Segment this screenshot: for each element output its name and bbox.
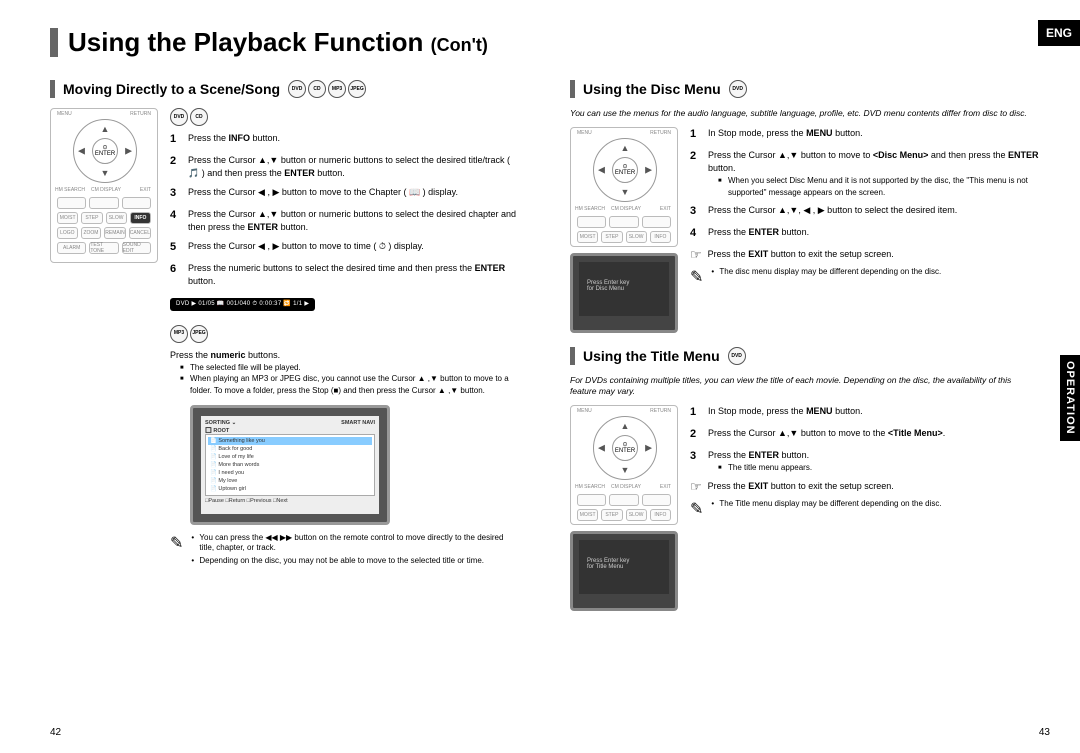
note-item: Depending on the disc, you may not be ab…: [191, 556, 520, 567]
remote-illustration: MENU RETURN ▲ ▼ ◀ ▶ ⊙ENTER HM SEARCH CM …: [570, 405, 678, 525]
step-text: Press the Cursor ▲,▼ button to move to t…: [708, 427, 1040, 443]
smart-navi-screenshot: SORTING ⌄ SMART NAVI 🔲 ROOT 📄 Something …: [190, 405, 390, 525]
step-text: Press the ENTER button. The title menu a…: [708, 449, 1040, 474]
subhead-title-text: Using the Title Menu: [583, 348, 720, 364]
disc-icon-cd: CD: [190, 108, 208, 126]
navi-list: 📄 Something like you 📄 Back for good 📄 L…: [205, 434, 375, 496]
pencil-icon: ✎: [690, 499, 703, 521]
disc-icons: DVD CD MP3 JPEG: [288, 80, 366, 98]
hand-icon: ☞: [690, 248, 702, 261]
step-text: Press the ENTER button.: [708, 226, 1040, 242]
line-press-numeric: Press the numeric buttons.: [170, 349, 520, 362]
sub-bullet: The selected file will be played.: [180, 362, 520, 374]
intro-title: For DVDs containing multiple titles, you…: [570, 375, 1040, 397]
step-text: Press the Cursor ▲,▼ button or numeric b…: [188, 154, 520, 180]
dpad-icon: ▲ ▼ ◀ ▶ ⊙ENTER: [593, 416, 657, 480]
side-tab: OPERATION: [1060, 355, 1080, 441]
step-text: Press the numeric buttons to select the …: [188, 262, 520, 288]
subhead-moving: Moving Directly to a Scene/Song DVD CD M…: [50, 80, 520, 98]
step-text: Press the Cursor ▲,▼, ◀ , ▶ button to se…: [708, 204, 1040, 220]
exit-note: Press the EXIT button to exit the setup …: [708, 248, 894, 261]
sub-bullet: When you select Disc Menu and it is not …: [718, 175, 1040, 198]
page-number-right: 43: [1039, 727, 1050, 738]
sub-bullet: The title menu appears.: [718, 462, 1040, 474]
disc-icon-dvd: DVD: [728, 347, 746, 365]
lang-badge: ENG: [1038, 20, 1080, 46]
dpad-icon: ▲ ▼ ◀ ▶ ⊙ENTER: [73, 119, 137, 183]
disc-icon-cd: CD: [308, 80, 326, 98]
exit-note: Press the EXIT button to exit the setup …: [708, 480, 894, 493]
step-text: Press the Cursor ◀ , ▶ button to move to…: [188, 240, 520, 256]
steps-dvd-cd: DVD CD 1Press the INFO button. 2Press th…: [170, 108, 520, 311]
tv-screenshot-disc: Press Enter key for Disc Menu: [570, 253, 678, 333]
pencil-icon: ✎: [690, 267, 703, 289]
title-main: Using the Playback Function: [68, 27, 423, 57]
tv-screenshot-title: Press Enter key for Title Menu: [570, 531, 678, 611]
left-column: Moving Directly to a Scene/Song DVD CD M…: [50, 80, 520, 569]
step-text: Press the Cursor ▲,▼ button or numeric b…: [188, 208, 520, 234]
note-item: The Title menu display may be different …: [711, 499, 941, 510]
note-list: You can press the ◀◀ ▶▶ button on the re…: [191, 533, 520, 569]
note-item: You can press the ◀◀ ▶▶ button on the re…: [191, 533, 520, 555]
intro-disc: You can use the menus for the audio lang…: [570, 108, 1040, 119]
page-number-left: 42: [50, 727, 61, 738]
title-cont: (Con't): [431, 35, 488, 55]
info-bar: DVD ▶ 01/05 📖 001/040 ⏱ 0:00:37 🔁 1/1 ▶: [170, 298, 315, 311]
disc-icon-mp3: MP3: [328, 80, 346, 98]
disc-icon-mp3: MP3: [170, 325, 188, 343]
disc-icon-jpeg: JPEG: [348, 80, 366, 98]
disc-icon-dvd: DVD: [170, 108, 188, 126]
remote-illustration: MENU RETURN ▲ ▼ ◀ ▶ ⊙ENTER HM SEARCH CM …: [50, 108, 158, 263]
step-text: Press the Cursor ◀ , ▶ button to move to…: [188, 186, 520, 202]
page-title: Using the Playback Function (Con't): [50, 28, 488, 57]
subhead-disc-text: Using the Disc Menu: [583, 81, 721, 97]
step-text: In Stop mode, press the MENU button.: [708, 127, 1040, 143]
right-column: Using the Disc Menu DVD You can use the …: [570, 80, 1040, 625]
remote-illustration: MENU RETURN ▲ ▼ ◀ ▶ ⊙ENTER HM SEARCH CM …: [570, 127, 678, 247]
step-text: Press the Cursor ▲,▼ button to move to <…: [708, 149, 1040, 198]
step-text: In Stop mode, press the MENU button.: [708, 405, 1040, 421]
sub-bullet: When playing an MP3 or JPEG disc, you ca…: [180, 373, 520, 396]
dpad-icon: ▲ ▼ ◀ ▶ ⊙ENTER: [593, 138, 657, 202]
disc-icon-dvd: DVD: [729, 80, 747, 98]
hand-icon: ☞: [690, 480, 702, 493]
subhead-title-menu: Using the Title Menu DVD: [570, 347, 1040, 365]
pencil-icon: ✎: [170, 533, 183, 555]
disc-icon-dvd: DVD: [288, 80, 306, 98]
subhead-moving-text: Moving Directly to a Scene/Song: [63, 81, 280, 97]
disc-icon-jpeg: JPEG: [190, 325, 208, 343]
step-text: Press the INFO button.: [188, 132, 520, 148]
subhead-disc-menu: Using the Disc Menu DVD: [570, 80, 1040, 98]
note-item: The disc menu display may be different d…: [711, 267, 941, 278]
